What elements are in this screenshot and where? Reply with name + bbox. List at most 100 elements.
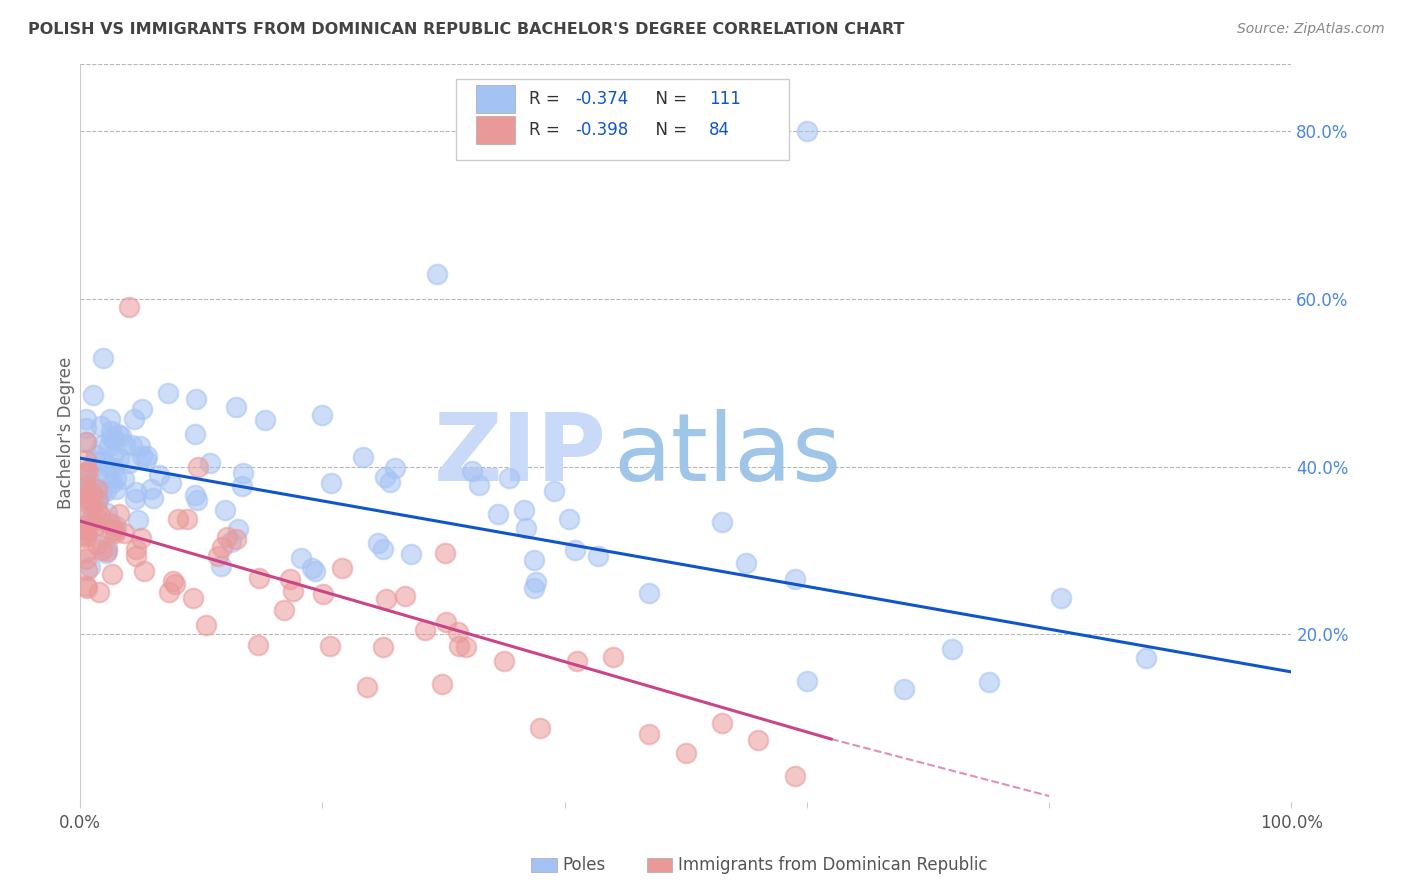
Point <box>97 470 120 484</box>
Point <box>977 674 1000 689</box>
Point <box>91 438 114 452</box>
Point <box>96 541 118 555</box>
Point <box>430 677 453 691</box>
Point <box>278 572 301 586</box>
Point <box>498 471 520 485</box>
Text: Source: ZipAtlas.com: Source: ZipAtlas.com <box>1237 22 1385 37</box>
Point <box>565 654 588 668</box>
Point <box>104 471 127 485</box>
Point <box>75 412 97 426</box>
Point <box>638 586 661 600</box>
Point <box>131 402 153 417</box>
Point <box>157 585 180 599</box>
Point <box>75 579 97 593</box>
Point <box>91 454 114 468</box>
Point <box>100 430 122 444</box>
Point <box>96 506 118 520</box>
Point <box>1135 651 1157 665</box>
Point <box>124 491 146 506</box>
Point <box>75 530 97 544</box>
Point <box>107 426 129 441</box>
Text: POLISH VS IMMIGRANTS FROM DOMINICAN REPUBLIC BACHELOR'S DEGREE CORRELATION CHART: POLISH VS IMMIGRANTS FROM DOMINICAN REPU… <box>28 22 904 37</box>
Point <box>148 467 170 482</box>
Point <box>84 454 107 468</box>
Point <box>75 485 97 500</box>
Point <box>747 733 769 747</box>
Point <box>447 625 470 640</box>
Y-axis label: Bachelor's Degree: Bachelor's Degree <box>58 357 75 509</box>
Point <box>118 456 141 470</box>
Point <box>304 565 326 579</box>
Point <box>413 623 436 637</box>
Point <box>394 590 416 604</box>
Point <box>232 466 254 480</box>
Point <box>311 408 333 422</box>
Point <box>75 552 97 566</box>
Point <box>129 531 152 545</box>
Point <box>184 488 207 502</box>
Point <box>121 438 143 452</box>
Point <box>131 449 153 463</box>
Point <box>94 484 117 499</box>
Point <box>91 484 114 499</box>
Point <box>488 507 510 521</box>
Point <box>399 547 422 561</box>
Point <box>194 618 217 632</box>
Point <box>91 351 114 365</box>
Point <box>494 654 516 668</box>
Point <box>356 680 378 694</box>
Point <box>564 542 586 557</box>
Point <box>114 436 136 450</box>
Point <box>515 521 537 535</box>
Point <box>225 532 247 546</box>
Point <box>75 524 97 539</box>
Point <box>290 551 312 566</box>
Point <box>454 640 477 655</box>
Point <box>166 512 188 526</box>
Point <box>75 435 97 450</box>
Point <box>796 674 818 689</box>
Point <box>76 464 98 478</box>
Point <box>426 267 449 281</box>
Point <box>90 418 112 433</box>
Point <box>98 412 121 426</box>
Point <box>107 450 129 465</box>
Point <box>86 504 108 518</box>
Point <box>371 640 394 654</box>
Point <box>125 549 148 564</box>
Point <box>253 413 276 427</box>
Point <box>735 556 758 570</box>
Point <box>1050 591 1073 605</box>
Point <box>434 546 457 560</box>
Point <box>76 474 98 488</box>
Point <box>100 524 122 538</box>
Point <box>96 544 118 558</box>
Point <box>75 465 97 479</box>
Point <box>104 526 127 541</box>
Point <box>79 476 101 491</box>
Point <box>529 722 551 736</box>
Point <box>543 484 565 499</box>
Point <box>675 746 697 760</box>
Point <box>91 543 114 558</box>
Bar <box>477 117 515 145</box>
Point <box>160 476 183 491</box>
Point <box>103 432 125 446</box>
Text: -0.374: -0.374 <box>575 90 628 109</box>
Point <box>76 493 98 508</box>
Point <box>104 523 127 537</box>
Point <box>86 482 108 496</box>
Point <box>80 510 103 524</box>
Bar <box>477 86 515 113</box>
Point <box>893 681 915 696</box>
Text: atlas: atlas <box>613 409 841 501</box>
Point <box>86 537 108 551</box>
Text: R =: R = <box>530 90 565 109</box>
Point <box>80 486 103 500</box>
Point <box>122 412 145 426</box>
Point <box>183 591 205 606</box>
Point <box>523 553 546 567</box>
Point <box>319 476 342 491</box>
Point <box>75 523 97 537</box>
Point <box>75 480 97 494</box>
